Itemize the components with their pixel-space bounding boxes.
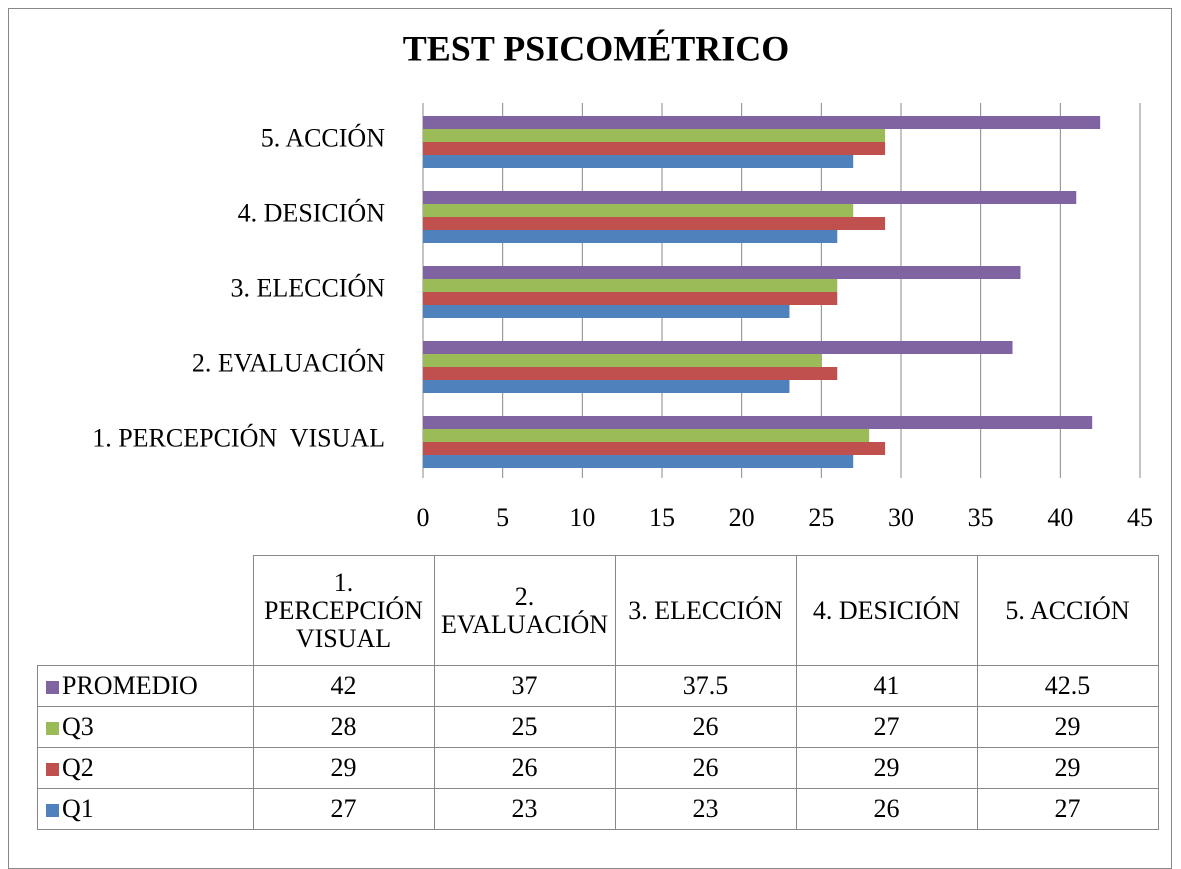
bar (423, 292, 838, 305)
bar (423, 230, 838, 243)
x-tick-label: 45 (1127, 503, 1153, 532)
column-header: 3. ELECCIÓN (614, 555, 797, 666)
bar (423, 442, 886, 455)
y-tick-label: 1. PERCEPCIÓN VISUAL (92, 423, 385, 452)
x-tick-label: 15 (649, 503, 675, 532)
column-header: 2. EVALUACIÓN (433, 555, 616, 666)
table-value: 29 (976, 706, 1159, 748)
bar (423, 191, 1077, 204)
y-tick-label: 3. ELECCIÓN (230, 273, 385, 302)
legend-swatch (46, 681, 59, 694)
legend-swatch (46, 722, 59, 735)
legend-swatch (46, 804, 59, 817)
row-header: Q3 (37, 706, 254, 748)
table-value: 29 (795, 747, 978, 789)
bar (423, 305, 790, 318)
bar (423, 155, 854, 168)
table-value: 27 (976, 788, 1159, 830)
table-value: 42 (252, 665, 435, 707)
table-row: Q3 28 25 26 27 29 (37, 706, 1159, 748)
bar (423, 116, 1101, 129)
y-tick-label: 5. ACCIÓN (261, 123, 385, 152)
table-row: Q2 29 26 26 29 29 (37, 747, 1159, 789)
table-value: 37 (433, 665, 616, 707)
bar (423, 217, 886, 230)
bar (423, 341, 1013, 354)
x-tick-label: 5 (496, 503, 509, 532)
x-tick-label: 30 (888, 503, 914, 532)
bar (423, 367, 838, 380)
table-value: 27 (795, 706, 978, 748)
bar (423, 354, 822, 367)
bar (423, 129, 886, 142)
table-value: 29 (252, 747, 435, 789)
bar (423, 279, 838, 292)
x-tick-label: 10 (569, 503, 595, 532)
legend-label: PROMEDIO (62, 671, 198, 700)
legend-swatch (46, 763, 59, 776)
bar (423, 142, 886, 155)
y-tick-label: 4. DESICIÓN (238, 198, 386, 227)
table-value: 27 (252, 788, 435, 830)
bar (423, 455, 854, 468)
bar (423, 416, 1093, 429)
table-value: 41 (795, 665, 978, 707)
data-table: 1. PERCEPCIÓN VISUAL 2. EVALUACIÓN 3. ELEC… (37, 555, 1159, 830)
x-tick-label: 40 (1047, 503, 1073, 532)
y-tick-label: 2. EVALUACIÓN (192, 348, 385, 377)
legend-label: Q2 (62, 753, 94, 782)
bar (423, 380, 790, 393)
column-header: 1. PERCEPCIÓN VISUAL (252, 555, 435, 666)
table-value: 29 (976, 747, 1159, 789)
table-value: 26 (795, 788, 978, 830)
table-value: 26 (614, 747, 797, 789)
bar (423, 204, 854, 217)
x-tick-label: 20 (729, 503, 755, 532)
row-header: PROMEDIO (37, 665, 254, 707)
table-value: 37.5 (614, 665, 797, 707)
column-header: 5. ACCIÓN (976, 555, 1159, 666)
legend-label: Q1 (62, 794, 94, 823)
table-value: 42.5 (976, 665, 1159, 707)
table-value: 26 (433, 747, 616, 789)
table-value: 23 (614, 788, 797, 830)
table-row: Q1 27 23 23 26 27 (37, 788, 1159, 830)
x-tick-label: 0 (417, 503, 430, 532)
chart-title: TEST PSICOMÉTRICO (403, 28, 789, 68)
table-value: 26 (614, 706, 797, 748)
header-row: 1. PERCEPCIÓN VISUAL 2. EVALUACIÓN 3. ELEC… (37, 555, 1159, 666)
table-value: 28 (252, 706, 435, 748)
bar (423, 266, 1021, 279)
table-value: 23 (433, 788, 616, 830)
x-tick-label: 25 (808, 503, 834, 532)
legend-label: Q3 (62, 712, 94, 741)
blank-cell (37, 555, 254, 666)
row-header: Q1 (37, 788, 254, 830)
column-header: 4. DESICIÓN (795, 555, 978, 666)
table-row: PROMEDIO 42 37 37.5 41 42.5 (37, 665, 1159, 707)
bar (423, 429, 870, 442)
x-tick-label: 35 (968, 503, 994, 532)
row-header: Q2 (37, 747, 254, 789)
table-value: 25 (433, 706, 616, 748)
